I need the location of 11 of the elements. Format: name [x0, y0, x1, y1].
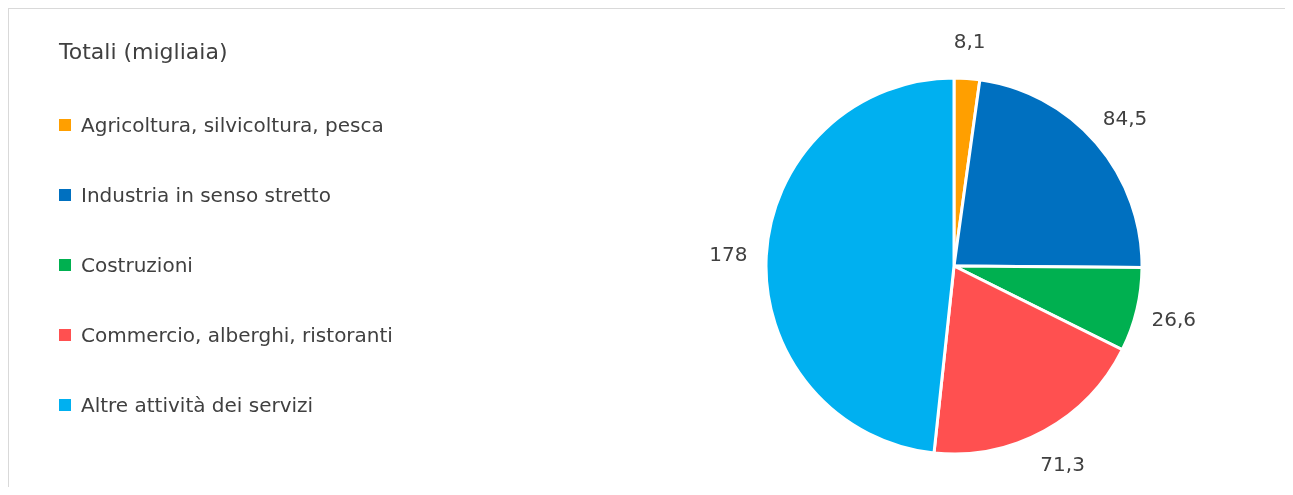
- data-label: 71,3: [1040, 452, 1085, 477]
- data-label: 26,6: [1151, 306, 1197, 331]
- legend-label: Altre attività dei servizi: [81, 393, 314, 417]
- data-label: 84,5: [1102, 106, 1148, 131]
- legend-title: Totali (migliaia): [59, 39, 229, 64]
- legend-label: Costruzioni: [81, 253, 193, 277]
- data-label: 178: [709, 241, 748, 266]
- legend-label: Agricoltura, silvicoltura, pesca: [81, 113, 384, 137]
- legend-label: Commercio, alberghi, ristoranti: [81, 323, 393, 347]
- data-label: 8,1: [953, 28, 986, 53]
- legend-label: Industria in senso stretto: [81, 183, 331, 207]
